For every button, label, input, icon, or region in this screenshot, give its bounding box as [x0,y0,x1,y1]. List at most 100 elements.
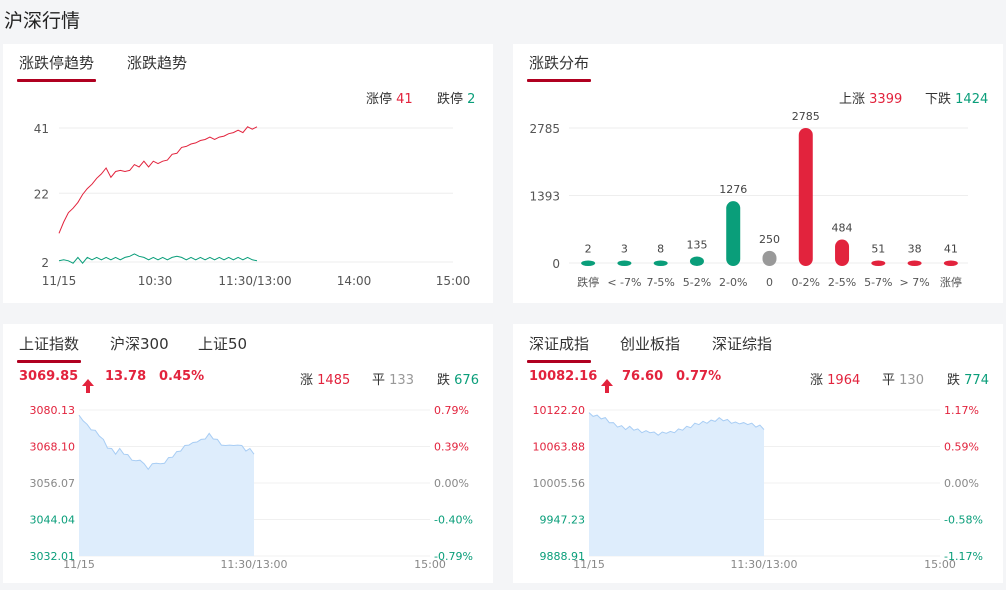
bar-value-label: 2 [585,243,592,256]
sh-index-card: 上证指数 沪深300 上证50 3069.85 13.78 0.45% 涨 14… [3,324,493,583]
fall-value: 1424 [955,92,989,107]
rise-label: 上涨 [839,92,866,107]
sz-down-label: 跌 [947,373,961,388]
sh-down-label: 跌 [437,373,451,388]
sh-pct: 0.45% [159,369,205,384]
sh-change: 13.78 [105,369,147,384]
y-price-label: 10122.20 [533,404,586,417]
y-percent-label: -0.40% [434,514,473,527]
y-tick-label: 0 [552,257,560,271]
index-line [588,412,765,436]
y-tick-label: 41 [34,122,49,136]
fall-label: 下跌 [925,92,952,107]
bar-value-label: 38 [908,243,922,256]
distribution-bar [871,260,886,266]
y-price-label: 9947.23 [540,514,586,527]
sh-down-value: 676 [454,373,479,388]
sz-pct: 0.77% [676,369,722,384]
x-tick-label: 15:00 [414,558,446,571]
bar-value-label: 250 [759,233,780,246]
distribution-bar [835,239,850,266]
x-category-label: 5-7% [864,276,892,289]
tab-distribution[interactable]: 涨跌分布 [526,54,592,82]
y-percent-label: -0.58% [944,514,983,527]
y-price-label: 3068.10 [30,441,76,454]
tab-limit-trend[interactable]: 涨跌停趋势 [16,54,97,82]
distribution-bar [943,260,958,266]
x-category-label: > 7% [900,276,930,289]
y-percent-label: -0.79% [434,550,473,563]
limit-up-stat: 涨停 41 [366,88,413,107]
y-tick-label: 2 [41,256,49,270]
sz-flat-count: 平 130 [882,369,924,388]
y-price-label: 3056.07 [30,477,76,490]
distribution-bar [762,250,777,266]
distribution-card: 涨跌分布 上涨 3399 下跌 1424 2785 1393 0 2 跌停 3 < -7% 8… [513,44,1003,303]
sh-quote: 3069.85 [19,369,95,393]
tab-sz-composite[interactable]: 深证综指 [712,335,773,353]
y-price-label: 3044.04 [30,514,76,527]
bar-value-label: 51 [871,243,885,256]
index-area [589,412,764,556]
x-tick-label: 14:00 [337,274,372,288]
bar-value-label: 135 [686,238,707,251]
y-price-label: 10005.56 [533,477,586,490]
y-price-label: 3032.01 [30,550,76,563]
bar-value-label: 3 [621,243,628,256]
tab-chinext[interactable]: 创业板指 [620,335,681,353]
distribution-bar [617,260,632,266]
tab-rise-fall-trend[interactable]: 涨跌趋势 [127,54,188,72]
limit-down-series-line [58,253,258,264]
bar-value-label: 41 [944,243,958,256]
x-category-label: 2-5% [828,276,856,289]
sh-flat-count: 平 133 [372,369,414,388]
x-tick-label: 15:00 [924,558,956,571]
sh-up-label: 涨 [300,373,314,388]
sz-up-label: 涨 [810,373,824,388]
sz-quote: 10082.16 [529,369,614,393]
rise-value: 3399 [869,92,903,107]
y-tick-label: 22 [34,187,49,201]
distribution-bar [726,201,741,266]
bar-value-label: 1276 [719,183,747,196]
x-category-label: < -7% [607,276,641,289]
tab-sz-component[interactable]: 深证成指 [526,335,592,363]
x-tick-label: 11/15 [63,558,95,571]
y-price-label: 9888.91 [540,550,586,563]
sz-flat-value: 130 [899,373,924,388]
distribution-bar [653,260,668,266]
y-tick-label: 1393 [529,189,560,203]
x-tick-label: 11:30/13:00 [218,274,291,288]
tab-sse50[interactable]: 上证50 [198,335,248,353]
limit-up-value: 41 [396,92,413,107]
tab-csi300[interactable]: 沪深300 [110,335,169,353]
limit-down-label: 跌停 [437,92,464,107]
sz-index-card: 深证成指 创业板指 深证综指 10082.16 76.60 0.77% 涨 19… [513,324,1003,583]
distribution-bar [689,256,704,266]
index-line [78,414,255,471]
limit-up-series-line [58,126,258,234]
x-tick-label: 15:00 [436,274,471,288]
x-category-label: 0 [766,276,773,289]
distribution-bar [907,260,922,266]
bar-value-label: 2785 [792,110,820,123]
x-category-label: 7-5% [646,276,674,289]
x-tick-label: 11:30/13:00 [220,558,287,571]
page-title: 沪深行情 [4,10,81,32]
limit-up-label: 涨停 [366,92,393,107]
sh-price: 3069.85 [19,369,79,384]
sz-flat-label: 平 [882,373,896,388]
y-price-label: 3080.13 [30,404,76,417]
sh-up-value: 1485 [317,373,351,388]
sh-up-count: 涨 1485 [300,369,350,388]
x-category-label: 5-2% [683,276,711,289]
x-tick-label: 11:30/13:00 [730,558,797,571]
index-area [79,415,254,556]
sz-up-value: 1964 [827,373,861,388]
fall-stat: 下跌 1424 [925,88,988,107]
sh-flat-label: 平 [372,373,386,388]
y-percent-label: 0.00% [434,477,469,490]
sh-flat-value: 133 [389,373,414,388]
tab-sh-composite[interactable]: 上证指数 [16,335,82,363]
